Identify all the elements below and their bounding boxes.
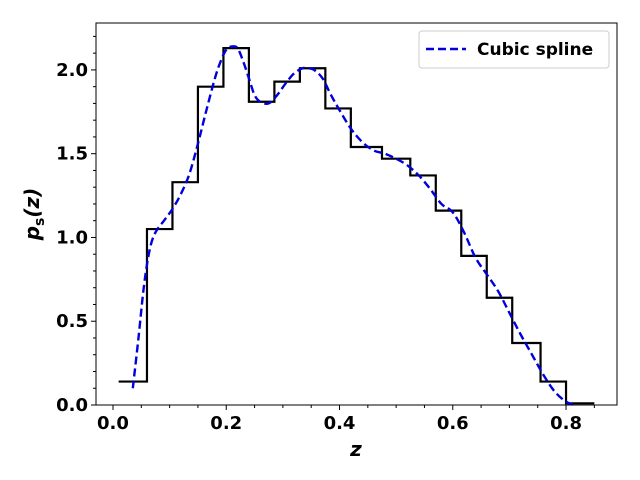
x-tick-label: 0.8 xyxy=(550,413,582,434)
x-tick-label: 0.2 xyxy=(210,413,242,434)
spline-layer xyxy=(131,45,575,407)
x-tick-label: 0.0 xyxy=(97,413,129,434)
legend-box xyxy=(418,30,610,69)
x-tick-label: 0.4 xyxy=(324,413,356,434)
y-axis-label-sub: s xyxy=(32,218,48,226)
x-axis-ticks: 0.0 0.2 0.4 0.6 0.8 xyxy=(97,405,595,434)
y-tick-label: 1.0 xyxy=(56,227,88,248)
y-tick-label: 2.0 xyxy=(56,60,88,81)
y-axis-label: ps(z) xyxy=(20,188,48,242)
spline-line-0 xyxy=(131,45,575,407)
y-tick-label: 0.5 xyxy=(56,311,88,332)
x-axis-label: z xyxy=(349,437,362,461)
y-axis-label-args: (z) xyxy=(20,188,44,218)
y-axis-ticks: 0.0 0.5 1.0 1.5 2.0 xyxy=(56,35,96,416)
x-tick-label: 0.6 xyxy=(437,413,469,434)
legend: Cubic spline xyxy=(418,30,610,69)
plot-frame xyxy=(95,22,618,406)
y-axis-label-main: p xyxy=(20,226,44,241)
y-tick-label: 0.0 xyxy=(56,395,88,416)
plot-background xyxy=(96,23,617,405)
legend-label-cubic-spline: Cubic spline xyxy=(477,40,593,60)
y-tick-label: 1.5 xyxy=(56,144,88,165)
